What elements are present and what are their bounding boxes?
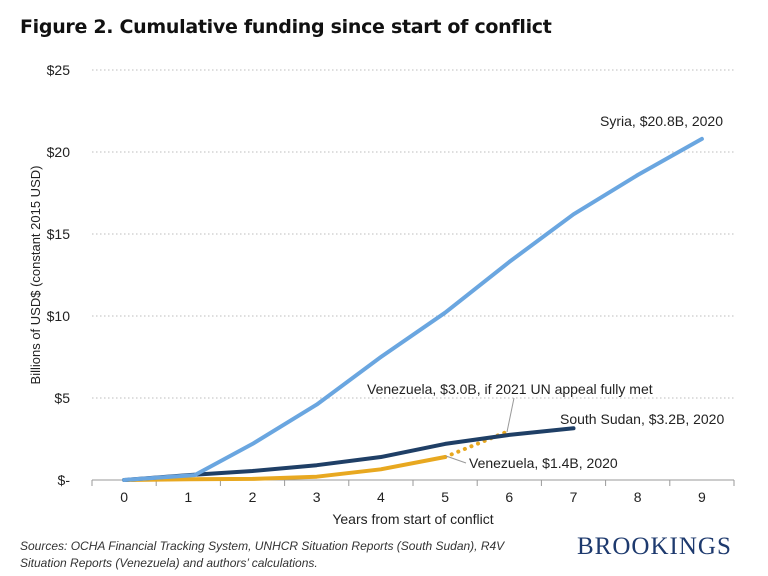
x-tick-label: 7 [570,489,578,505]
y-tick-label: $5 [54,390,70,406]
y-tick-label: $25 [47,62,71,78]
x-tick-label: 3 [313,489,321,505]
x-tick-label: 4 [377,489,385,505]
annotation-label: Venezuela, $1.4B, 2020 [469,455,618,471]
series-line-syria [122,136,704,482]
series-lines [122,136,704,482]
annotation-label: South Sudan, $3.2B, 2020 [560,411,724,427]
annotation-label: Syria, $20.8B, 2020 [600,113,723,129]
gridlines [92,69,734,399]
line-chart: 0 1 2 3 4 5 6 7 8 9 $- $5 $10 $15 $20 $25 Syria, $20.8… [28,62,735,527]
annotation-label: Venezuela, $3.0B, if 2021 UN appeal full… [367,381,653,397]
y-axis-ticks: $- $5 $10 $15 $20 $25 [47,62,71,488]
x-tick-label: 0 [120,489,128,505]
x-tick-label: 8 [634,489,642,505]
y-tick-label: $15 [47,226,71,242]
x-tick-label: 6 [505,489,513,505]
x-tick-label: 1 [184,489,192,505]
y-axis-label: Billions of USD$ (constant 2015 USD) [28,166,43,385]
y-tick-label: $20 [47,144,71,160]
y-tick-label: $- [58,472,71,488]
annotation-leader [506,397,515,433]
x-tick-label: 2 [249,489,257,505]
brookings-logo: BROOKINGS [577,533,732,560]
annotation-leader [445,455,467,464]
x-axis-label: Years from start of conflict [332,511,493,527]
x-axis-ticks: 0 1 2 3 4 5 6 7 8 9 [91,480,735,505]
series-line-venezuela [122,455,448,482]
x-tick-label: 5 [441,489,449,505]
x-tick-label: 9 [698,489,706,505]
y-tick-label: $10 [47,308,71,324]
annotations: Syria, $20.8B, 2020 Venezuela, $3.0B, if … [367,113,724,471]
chart-title: Figure 2. Cumulative funding since start… [20,16,552,38]
sources-note: Sources: OCHA Financial Tracking System,… [20,539,505,570]
